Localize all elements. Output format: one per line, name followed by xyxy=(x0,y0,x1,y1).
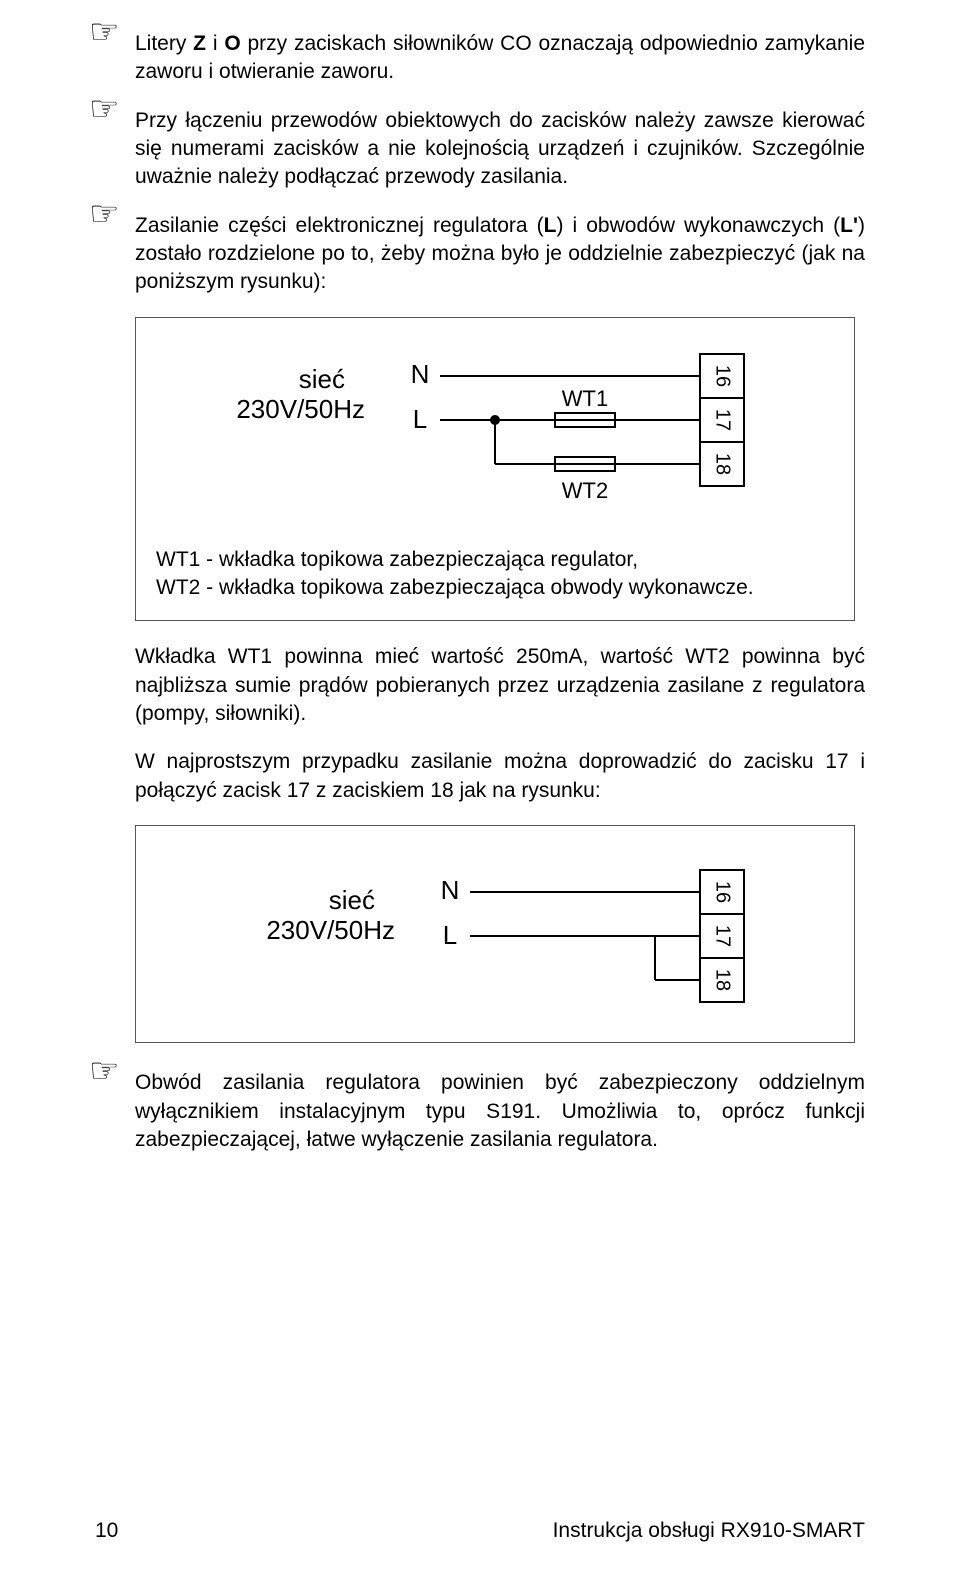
page-footer: 10 Instrukcja obsługi RX910-SMART xyxy=(95,1519,865,1543)
p1-text-pre: Litery xyxy=(135,32,193,55)
diagram-2-box: sieć 230V/50Hz N L 16 17 18 xyxy=(135,825,855,1043)
paragraph-1: ☞ Litery Z i O przy zaciskach siłowników… xyxy=(95,30,865,87)
p2-text: Przy łączeniu przewodów obiektowych do z… xyxy=(135,109,865,189)
d1-t16: 16 xyxy=(712,365,734,387)
d1-N: N xyxy=(411,359,430,389)
hand-icon: ☞ xyxy=(89,87,119,133)
paragraph-6: ☞ Obwód zasilania regulatora powinien by… xyxy=(95,1069,865,1154)
p1-bold-o: O xyxy=(224,32,240,55)
p6-text: Obwód zasilania regulatora powinien być … xyxy=(135,1071,865,1151)
p3-b1: L xyxy=(544,214,557,237)
hand-icon: ☞ xyxy=(89,10,119,56)
legend2: WT2 - wkładka topikowa zabezpieczająca o… xyxy=(156,574,834,602)
d1-t17: 17 xyxy=(712,409,734,431)
page-number: 10 xyxy=(95,1519,118,1543)
p1-post: przy zaciskach siłowników CO oznaczają o… xyxy=(135,32,865,83)
d2-t16: 16 xyxy=(712,881,734,903)
d2-t18: 18 xyxy=(712,969,734,991)
p3-pre: Zasilanie części elektronicznej regulato… xyxy=(135,214,544,237)
d1-t18: 18 xyxy=(712,453,734,475)
d1-L: L xyxy=(413,404,427,434)
d1-volt: 230V/50Hz xyxy=(236,394,365,424)
diagram-2: sieć 230V/50Hz N L 16 17 18 xyxy=(195,854,795,1014)
d1-siec: sieć xyxy=(299,364,345,394)
d2-L: L xyxy=(443,920,457,950)
p5-text: W najprostszym przypadku zasilanie można… xyxy=(135,750,865,801)
hand-icon: ☞ xyxy=(89,192,119,238)
p3-b2: L' xyxy=(840,214,858,237)
d2-volt: 230V/50Hz xyxy=(266,915,395,945)
paragraph-4: Wkładka WT1 powinna mieć wartość 250mA, … xyxy=(95,643,865,728)
diagram-1-legend: WT1 - wkładka topikowa zabezpieczająca r… xyxy=(156,546,834,603)
hand-icon: ☞ xyxy=(89,1049,119,1095)
d1-wt1: WT1 xyxy=(562,386,608,411)
paragraph-2: ☞ Przy łączeniu przewodów obiektowych do… xyxy=(95,107,865,192)
d2-t17: 17 xyxy=(712,925,734,947)
paragraph-3: ☞ Zasilanie części elektronicznej regula… xyxy=(95,212,865,297)
d2-N: N xyxy=(441,875,460,905)
p1-bold-z: Z xyxy=(193,32,206,55)
diagram-1: sieć 230V/50Hz N L WT1 WT2 16 17 18 xyxy=(195,338,795,528)
d2-siec: sieć xyxy=(329,885,375,915)
d1-wt2: WT2 xyxy=(562,478,608,503)
p1-mid1: i xyxy=(206,32,224,55)
p3-mid: ) i obwodów wykonawczych ( xyxy=(556,214,840,237)
p4-text: Wkładka WT1 powinna mieć wartość 250mA, … xyxy=(135,645,865,725)
diagram-1-box: sieć 230V/50Hz N L WT1 WT2 16 17 18 WT1 … xyxy=(135,317,855,622)
paragraph-5: W najprostszym przypadku zasilanie można… xyxy=(95,748,865,805)
legend1: WT1 - wkładka topikowa zabezpieczająca r… xyxy=(156,546,834,574)
footer-title: Instrukcja obsługi RX910-SMART xyxy=(553,1519,865,1543)
